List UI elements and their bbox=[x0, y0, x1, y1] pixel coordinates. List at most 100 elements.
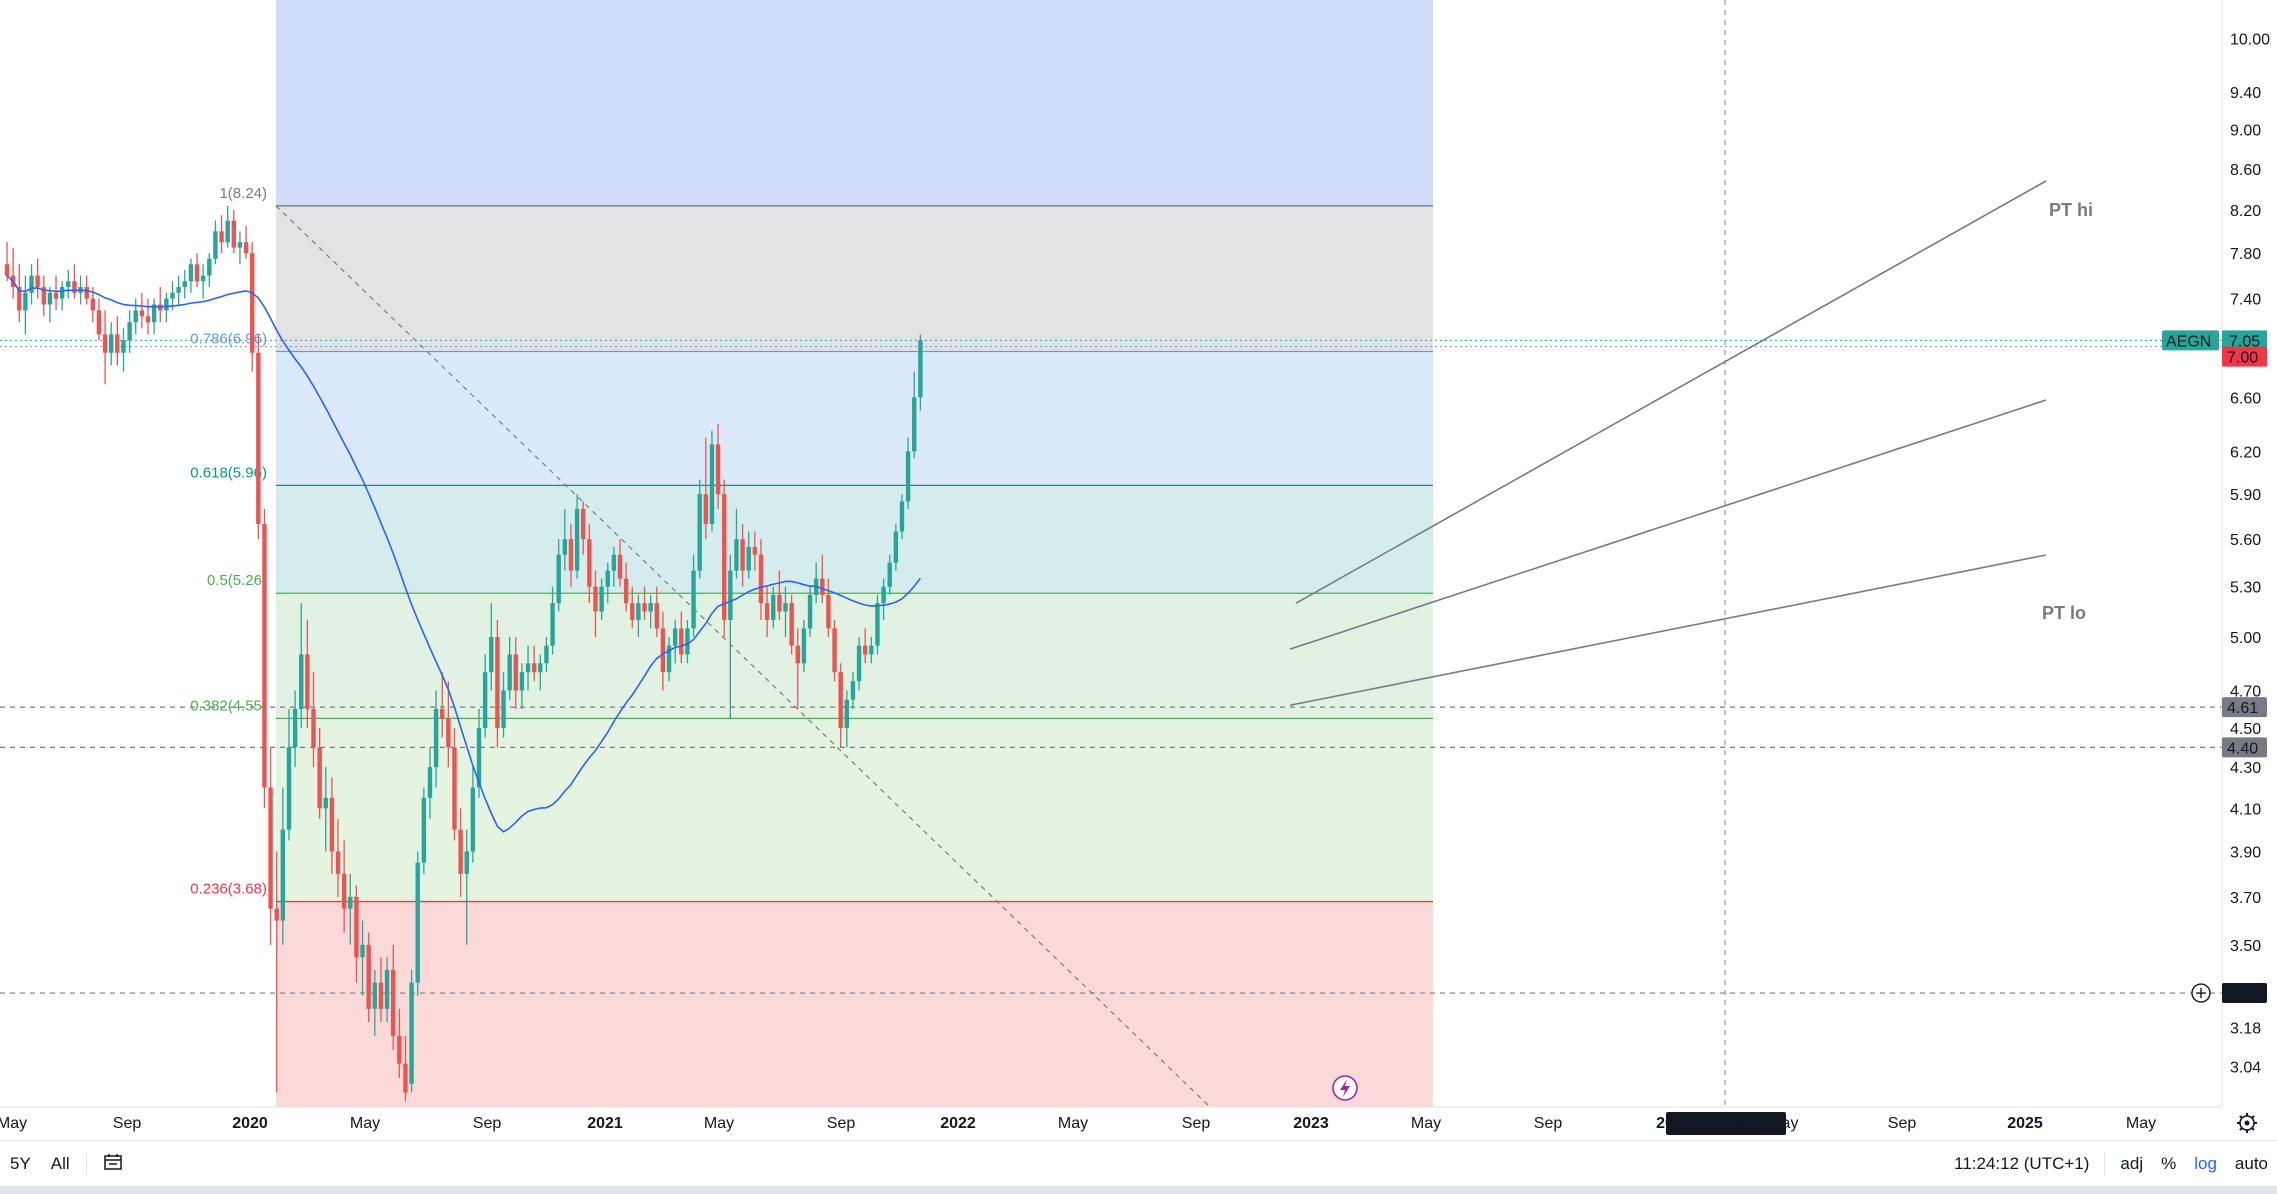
price-tick-label: 6.60 bbox=[2230, 390, 2261, 407]
candle bbox=[372, 969, 377, 1036]
candle-body bbox=[728, 570, 733, 620]
price-chart[interactable]: 1(8.24) 0.786(6.96) 0.618(5.96) 0.5(5.26) 0.… bbox=[0, 0, 2277, 1140]
add-alert-plus bbox=[2196, 988, 2206, 999]
candle-body bbox=[617, 554, 623, 579]
candle-body bbox=[623, 578, 629, 604]
lightning-icon[interactable] bbox=[1332, 1075, 1358, 1101]
candle-body bbox=[887, 562, 892, 587]
candle-body bbox=[176, 287, 181, 293]
candle-body bbox=[899, 501, 905, 532]
time-tick-label: Sep bbox=[827, 1115, 856, 1132]
candle-body bbox=[262, 523, 267, 788]
candle bbox=[366, 932, 371, 1023]
price-axis[interactable]: 10.00 9.40 9.00 8.60 8.20 7.80 7.40 6.60 6.20 5.9… bbox=[2162, 0, 2277, 1140]
candle-body bbox=[403, 1063, 408, 1093]
candle bbox=[433, 690, 439, 788]
candle bbox=[685, 619, 690, 664]
candle bbox=[752, 531, 758, 571]
candle bbox=[912, 371, 917, 459]
auto-toggle[interactable]: auto bbox=[2234, 1154, 2268, 1173]
candle bbox=[231, 210, 237, 254]
range-5y-button[interactable]: 5Y bbox=[10, 1154, 31, 1173]
price-tick-label: 4.70 bbox=[2230, 683, 2261, 700]
time-tick-label: Sep bbox=[1182, 1115, 1211, 1132]
candle bbox=[464, 829, 469, 945]
candle-body bbox=[679, 628, 684, 655]
bottom-toolbar: 5Y All 11:24:12 (UTC+1) adj % log auto bbox=[0, 1140, 2277, 1187]
date-range-icon[interactable] bbox=[93, 1153, 133, 1176]
pt-lo-label: PT lo bbox=[2042, 603, 2086, 623]
candle bbox=[697, 479, 702, 579]
candle bbox=[188, 258, 194, 293]
clock-readout[interactable]: 11:24:12 (UTC+1) bbox=[1954, 1154, 2090, 1173]
candle-body bbox=[666, 645, 672, 673]
candle-body bbox=[826, 594, 831, 629]
range-all-button[interactable]: All bbox=[50, 1154, 70, 1173]
percent-toggle[interactable]: % bbox=[2161, 1154, 2177, 1173]
candle bbox=[709, 430, 715, 532]
candle bbox=[66, 269, 71, 299]
candle-body bbox=[360, 944, 365, 958]
crosshair-price-tag-box bbox=[2222, 983, 2267, 1004]
candle bbox=[758, 539, 764, 620]
time-tick-label: 2021 bbox=[587, 1115, 623, 1132]
candle-body bbox=[427, 767, 433, 798]
fib-trend-line bbox=[275, 205, 1211, 1108]
candle bbox=[4, 242, 10, 282]
candle bbox=[740, 523, 745, 587]
log-toggle[interactable]: log bbox=[2194, 1154, 2217, 1173]
gear-tooth bbox=[2239, 1115, 2243, 1119]
candlestick-series bbox=[4, 205, 923, 1102]
add-alert-icon[interactable] bbox=[2191, 983, 2211, 1003]
candle bbox=[538, 654, 543, 691]
candle bbox=[96, 298, 102, 341]
candle bbox=[789, 594, 794, 655]
projection-trend-line bbox=[1295, 180, 2047, 604]
candle-body bbox=[771, 594, 776, 620]
candle-body bbox=[513, 654, 518, 691]
time-tick-label: May bbox=[704, 1115, 734, 1132]
candle-body bbox=[691, 570, 696, 629]
toolbar-divider bbox=[2104, 1153, 2106, 1175]
time-tick-label: May bbox=[1058, 1115, 1088, 1132]
candle bbox=[29, 264, 34, 305]
candle-body bbox=[35, 275, 40, 288]
candle bbox=[115, 316, 120, 366]
price-tick-label: 3.18 bbox=[2230, 1021, 2261, 1038]
time-axis[interactable]: May Sep 2020 May Sep 2021 May Sep 2022 May Sep 2023… bbox=[0, 1106, 2277, 1140]
candle-body bbox=[642, 603, 647, 612]
candle bbox=[384, 957, 390, 1023]
candle-body bbox=[470, 787, 476, 852]
candle-body bbox=[758, 554, 764, 604]
candle bbox=[256, 334, 261, 540]
candle bbox=[317, 727, 322, 819]
candle-body bbox=[807, 594, 813, 629]
time-axis-background bbox=[0, 1107, 2277, 1140]
candle bbox=[415, 851, 420, 996]
candle bbox=[109, 322, 114, 366]
candle bbox=[630, 586, 635, 629]
price-tick-label: 5.60 bbox=[2230, 532, 2261, 549]
candle-body bbox=[587, 539, 592, 587]
candle-body bbox=[59, 287, 65, 299]
crosshair-price-tag-text: 3.31 bbox=[2227, 986, 2258, 1003]
candle-body bbox=[458, 829, 463, 874]
candle bbox=[519, 663, 525, 709]
candle-body bbox=[856, 645, 862, 682]
fib-level-label: 0.618(5.96) bbox=[190, 464, 267, 481]
candle-body bbox=[531, 663, 537, 673]
candle bbox=[495, 619, 500, 748]
candle-body bbox=[875, 603, 880, 646]
candle-body bbox=[752, 546, 758, 555]
candle-body bbox=[593, 586, 598, 612]
price-tick-label: 5.30 bbox=[2230, 580, 2261, 597]
time-tick-label: May bbox=[2126, 1115, 2156, 1132]
candle bbox=[679, 611, 684, 664]
gear-icon[interactable] bbox=[2237, 1113, 2257, 1133]
candle bbox=[446, 681, 451, 768]
candle-body bbox=[182, 281, 187, 288]
adj-toggle[interactable]: adj bbox=[2120, 1154, 2144, 1173]
candle bbox=[145, 298, 151, 335]
candle-body bbox=[440, 708, 445, 719]
price-tick-label: 4.30 bbox=[2230, 760, 2261, 777]
